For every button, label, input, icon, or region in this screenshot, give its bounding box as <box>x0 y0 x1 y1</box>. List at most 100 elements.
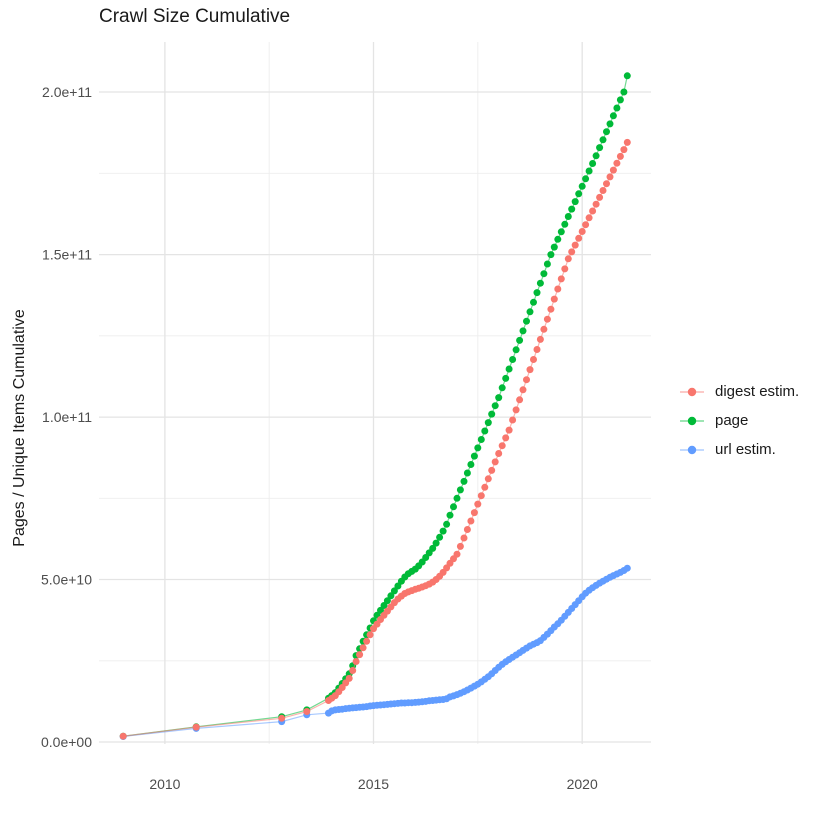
data-point <box>387 592 395 600</box>
data-point <box>467 461 475 468</box>
data-point <box>616 152 624 160</box>
x-tick-label: 2015 <box>358 776 389 792</box>
y-tick-label: 2.0e+11 <box>42 84 92 100</box>
legend-item-url-estim: url estim. <box>678 435 799 464</box>
data-point <box>603 180 610 188</box>
data-point <box>599 136 607 144</box>
series-url <box>119 564 631 740</box>
data-point <box>484 419 492 427</box>
data-point <box>481 427 489 435</box>
data-point <box>623 72 631 80</box>
legend-key-url-icon <box>680 445 704 454</box>
data-point <box>578 182 586 190</box>
data-point <box>523 376 530 384</box>
data-point <box>495 450 503 457</box>
series-digest <box>119 138 631 740</box>
data-point <box>571 198 579 206</box>
legend-label-page: page <box>715 412 749 429</box>
data-point <box>394 582 402 590</box>
data-point <box>278 714 286 722</box>
data-point <box>192 723 200 731</box>
data-point <box>613 104 621 112</box>
data-point <box>620 146 628 154</box>
legend-item-digest-estim: digest estim. <box>678 377 799 406</box>
data-point <box>460 477 468 485</box>
data-point <box>484 475 492 483</box>
chart-title: Crawl Size Cumulative <box>99 6 291 27</box>
data-point <box>564 213 572 220</box>
y-axis-tick-labels: 0.0e+00 5.0e+10 1.0e+11 1.5e+11 2.0e+11 <box>41 84 92 750</box>
data-point <box>616 96 624 104</box>
data-point <box>477 436 485 443</box>
legend-key-digest-icon <box>680 387 704 396</box>
data-point <box>523 317 530 325</box>
data-point <box>592 152 600 160</box>
data-point <box>575 190 583 198</box>
data-point <box>568 205 576 213</box>
legend-item-page: page <box>678 406 799 435</box>
series-page-line <box>123 75 628 737</box>
data-point <box>571 241 579 249</box>
data-point <box>345 674 353 682</box>
data-point <box>377 606 384 614</box>
data-point <box>505 426 513 434</box>
data-point <box>349 667 357 674</box>
data-point <box>439 527 447 535</box>
data-point <box>516 336 524 344</box>
data-point <box>557 275 565 283</box>
data-point <box>620 88 628 96</box>
data-point <box>460 534 468 542</box>
data-point <box>512 346 520 354</box>
data-point <box>557 228 565 236</box>
data-point <box>356 651 364 659</box>
data-point <box>474 444 482 452</box>
data-point <box>561 220 569 228</box>
x-axis-tick-labels: 2010 2015 2020 <box>149 776 598 792</box>
data-point <box>547 305 555 313</box>
data-point <box>540 325 548 333</box>
legend-label-url-estim: url estim. <box>715 441 776 458</box>
data-point <box>561 265 569 273</box>
data-point <box>554 285 562 293</box>
data-point <box>606 173 614 181</box>
data-point <box>474 500 482 508</box>
data-point <box>498 442 506 450</box>
data-point <box>543 260 551 268</box>
gridlines-minor <box>99 42 651 744</box>
data-point <box>609 166 617 174</box>
data-point <box>530 356 537 363</box>
data-point <box>450 503 457 511</box>
legend-key-page-icon <box>680 416 704 425</box>
x-tick-label: 2020 <box>567 776 598 792</box>
data-point <box>526 366 534 374</box>
gridlines-major <box>99 42 651 744</box>
data-point <box>477 492 485 500</box>
data-point <box>609 112 617 120</box>
data-point <box>495 394 503 402</box>
data-point <box>596 193 604 201</box>
legend-label-digest-estim: digest estim. <box>715 383 800 400</box>
data-point <box>446 511 454 519</box>
data-point <box>432 539 440 547</box>
data-point <box>530 298 537 306</box>
data-point <box>519 327 527 335</box>
x-tick-label: 2010 <box>149 776 180 792</box>
data-point <box>582 221 590 229</box>
data-point <box>456 542 464 550</box>
data-point <box>491 402 499 410</box>
data-point <box>516 396 524 404</box>
data-point <box>467 517 475 525</box>
data-point <box>488 466 496 474</box>
data-point <box>509 356 517 363</box>
data-point <box>352 658 360 665</box>
data-point <box>589 207 597 215</box>
data-point <box>456 486 464 494</box>
y-tick-label: 5.0e+10 <box>41 572 92 588</box>
data-point <box>453 550 461 558</box>
data-point <box>359 644 367 652</box>
data-point <box>540 270 548 278</box>
data-point <box>585 214 593 222</box>
data-point <box>543 315 551 323</box>
data-point <box>303 708 311 715</box>
